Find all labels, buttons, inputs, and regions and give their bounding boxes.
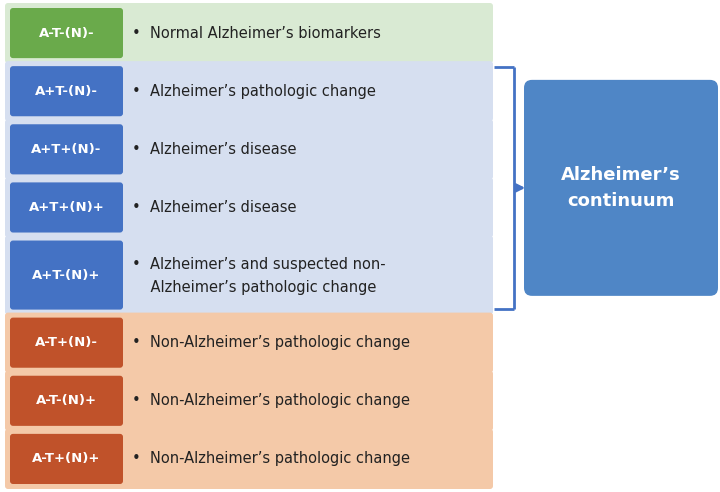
Text: •  Alzheimer’s pathologic change: • Alzheimer’s pathologic change (132, 84, 376, 99)
Text: A+T+(N)+: A+T+(N)+ (29, 201, 104, 214)
Text: •  Alzheimer’s disease: • Alzheimer’s disease (132, 142, 297, 157)
FancyBboxPatch shape (5, 178, 493, 238)
FancyBboxPatch shape (5, 3, 493, 63)
Text: A-T+(N)+: A-T+(N)+ (32, 453, 101, 465)
FancyBboxPatch shape (10, 124, 123, 174)
Text: •  Alzheimer’s and suspected non-: • Alzheimer’s and suspected non- (132, 257, 386, 273)
Text: A+T-(N)+: A+T-(N)+ (32, 269, 101, 281)
Text: •  Non-Alzheimer’s pathologic change: • Non-Alzheimer’s pathologic change (132, 452, 410, 466)
FancyBboxPatch shape (10, 66, 123, 116)
Text: A-T-(N)+: A-T-(N)+ (36, 394, 97, 407)
Text: Alzheimer’s pathologic change: Alzheimer’s pathologic change (132, 280, 377, 295)
FancyBboxPatch shape (10, 434, 123, 484)
FancyBboxPatch shape (5, 371, 493, 431)
Text: A+T+(N)-: A+T+(N)- (31, 143, 102, 156)
FancyBboxPatch shape (524, 80, 718, 296)
FancyBboxPatch shape (5, 61, 493, 121)
Text: •  Alzheimer’s disease: • Alzheimer’s disease (132, 200, 297, 215)
Text: •  Non-Alzheimer’s pathologic change: • Non-Alzheimer’s pathologic change (132, 393, 410, 408)
Text: A-T+(N)-: A-T+(N)- (35, 336, 98, 349)
Text: •  Non-Alzheimer’s pathologic change: • Non-Alzheimer’s pathologic change (132, 335, 410, 350)
FancyBboxPatch shape (10, 376, 123, 426)
FancyBboxPatch shape (5, 119, 493, 180)
FancyBboxPatch shape (10, 8, 123, 58)
Text: •  Normal Alzheimer’s biomarkers: • Normal Alzheimer’s biomarkers (132, 26, 381, 40)
FancyBboxPatch shape (5, 312, 493, 373)
Text: A+T-(N)-: A+T-(N)- (35, 85, 98, 98)
FancyBboxPatch shape (10, 241, 123, 309)
FancyBboxPatch shape (5, 429, 493, 489)
FancyBboxPatch shape (5, 236, 493, 314)
FancyBboxPatch shape (10, 318, 123, 368)
FancyBboxPatch shape (10, 183, 123, 233)
Text: A-T-(N)-: A-T-(N)- (39, 27, 94, 39)
Text: Alzheimer’s
continuum: Alzheimer’s continuum (561, 166, 681, 210)
